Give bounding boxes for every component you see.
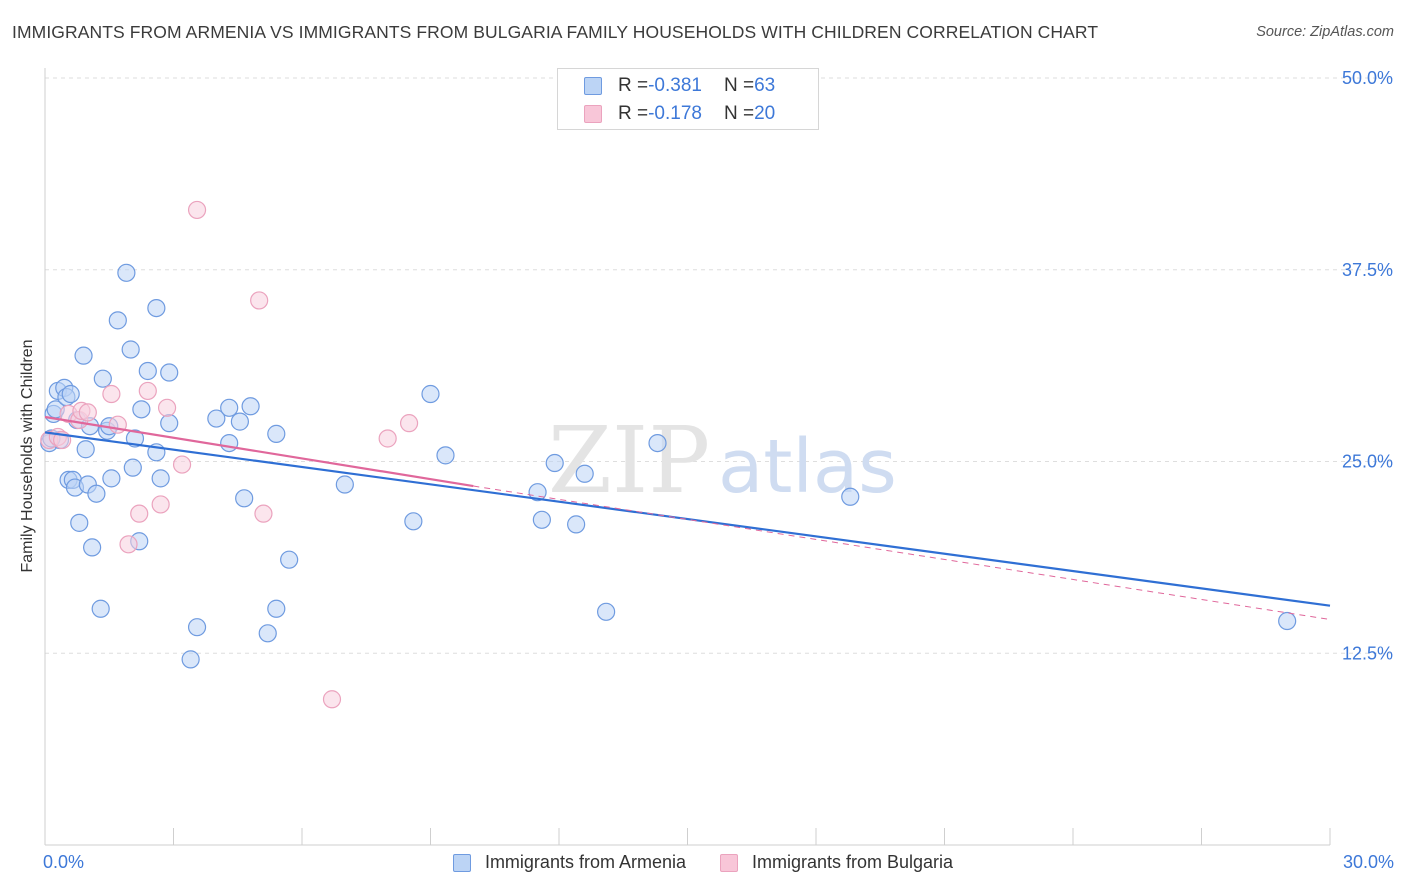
data-point (254, 504, 273, 523)
legend: Immigrants from Armenia Immigrants from … (0, 852, 1406, 873)
data-point (181, 650, 200, 669)
data-point (108, 311, 127, 330)
bulgaria-swatch (584, 105, 602, 123)
data-point (74, 346, 93, 365)
n-label: N = (723, 75, 755, 96)
data-point (421, 384, 440, 404)
data-point (575, 464, 594, 483)
legend-label: Immigrants from Bulgaria (752, 852, 954, 872)
source-note: Source: ZipAtlas.com (1256, 24, 1394, 40)
data-point (83, 538, 102, 557)
data-point (187, 618, 207, 637)
legend-item-armenia[interactable]: Immigrants from Armenia (452, 852, 686, 873)
data-point (147, 299, 166, 318)
data-point (235, 489, 254, 508)
data-point (399, 414, 419, 433)
x-tick-max: 30.0% (1342, 852, 1394, 872)
data-point (78, 403, 97, 422)
data-point (230, 412, 249, 431)
data-point (119, 535, 138, 554)
data-point (117, 263, 136, 282)
data-point (187, 200, 207, 220)
data-point (436, 446, 455, 465)
data-point (258, 624, 277, 643)
trendline-bulgaria (44, 415, 474, 488)
data-point (70, 513, 89, 532)
stats-box: R = -0.381 N = 63 R = -0.178 N = 20 (557, 68, 819, 130)
data-point (125, 429, 145, 448)
data-point (241, 397, 260, 416)
data-point (160, 414, 179, 433)
r-value: -0.178 (648, 103, 702, 124)
data-point (335, 475, 354, 494)
n-label: N = (723, 103, 755, 124)
data-point (545, 453, 564, 473)
data-point (132, 400, 151, 419)
watermark-zip: ZIP (548, 407, 710, 514)
trendlines (44, 415, 1331, 620)
legend-label: Immigrants from Armenia (484, 852, 686, 872)
data-point (280, 550, 299, 569)
y-tick-labels: 12.5% 25.0% 37.5% 50.0% (1342, 68, 1393, 663)
chart-title: IMMIGRANTS FROM ARMENIA VS IMMIGRANTS FR… (12, 22, 1099, 42)
gridlines (45, 77, 1392, 654)
y-tick-label: 37.5% (1342, 260, 1393, 280)
r-label: R = (618, 75, 649, 96)
bulgaria-points (40, 200, 419, 709)
data-point (250, 291, 269, 310)
r-value: -0.381 (648, 75, 702, 96)
data-point (267, 424, 286, 443)
data-point (597, 602, 616, 621)
data-point (648, 433, 667, 453)
data-point (123, 458, 142, 477)
data-point (207, 409, 226, 428)
data-point (151, 469, 170, 488)
data-point (1278, 611, 1297, 631)
y-tick-label: 12.5% (1342, 643, 1393, 663)
data-point (138, 361, 157, 381)
armenia-swatch (584, 77, 602, 95)
data-point (322, 690, 342, 709)
data-point (157, 398, 177, 417)
data-point (138, 381, 157, 401)
data-point (76, 440, 95, 459)
data-point (160, 363, 179, 382)
x-tick-min: 0.0% (43, 852, 85, 872)
watermark-atlas: atlas (718, 424, 897, 510)
data-point (404, 512, 423, 531)
trendline-bulgaria-extension (473, 485, 1331, 620)
data-point (220, 398, 239, 417)
data-point (172, 455, 192, 474)
data-point (532, 510, 551, 529)
data-point (151, 495, 170, 514)
bulgaria-swatch (720, 853, 738, 872)
data-point (267, 599, 286, 618)
watermark: ZIP atlas (548, 407, 897, 514)
data-point (61, 384, 80, 404)
stats-row-armenia: R = -0.381 N = 63 (584, 75, 775, 97)
stats-row-bulgaria: R = -0.178 N = 20 (584, 103, 775, 125)
data-point (91, 599, 110, 618)
data-point (130, 504, 149, 523)
y-tick-label: 50.0% (1342, 68, 1393, 88)
n-value: 20 (754, 103, 776, 124)
data-point (102, 384, 121, 404)
armenia-swatch (452, 853, 471, 872)
data-point (378, 429, 397, 448)
data-point (93, 369, 112, 388)
data-point (121, 340, 140, 359)
data-point (102, 469, 121, 488)
y-tick-label: 25.0% (1342, 452, 1393, 472)
data-point (220, 433, 239, 453)
data-point (841, 487, 860, 506)
n-value: 63 (754, 75, 776, 96)
r-label: R = (618, 103, 649, 124)
data-point (567, 515, 586, 534)
axes (44, 68, 1331, 846)
data-point (87, 484, 106, 503)
trendline-armenia (44, 431, 1331, 607)
legend-item-bulgaria[interactable]: Immigrants from Bulgaria (720, 852, 953, 873)
